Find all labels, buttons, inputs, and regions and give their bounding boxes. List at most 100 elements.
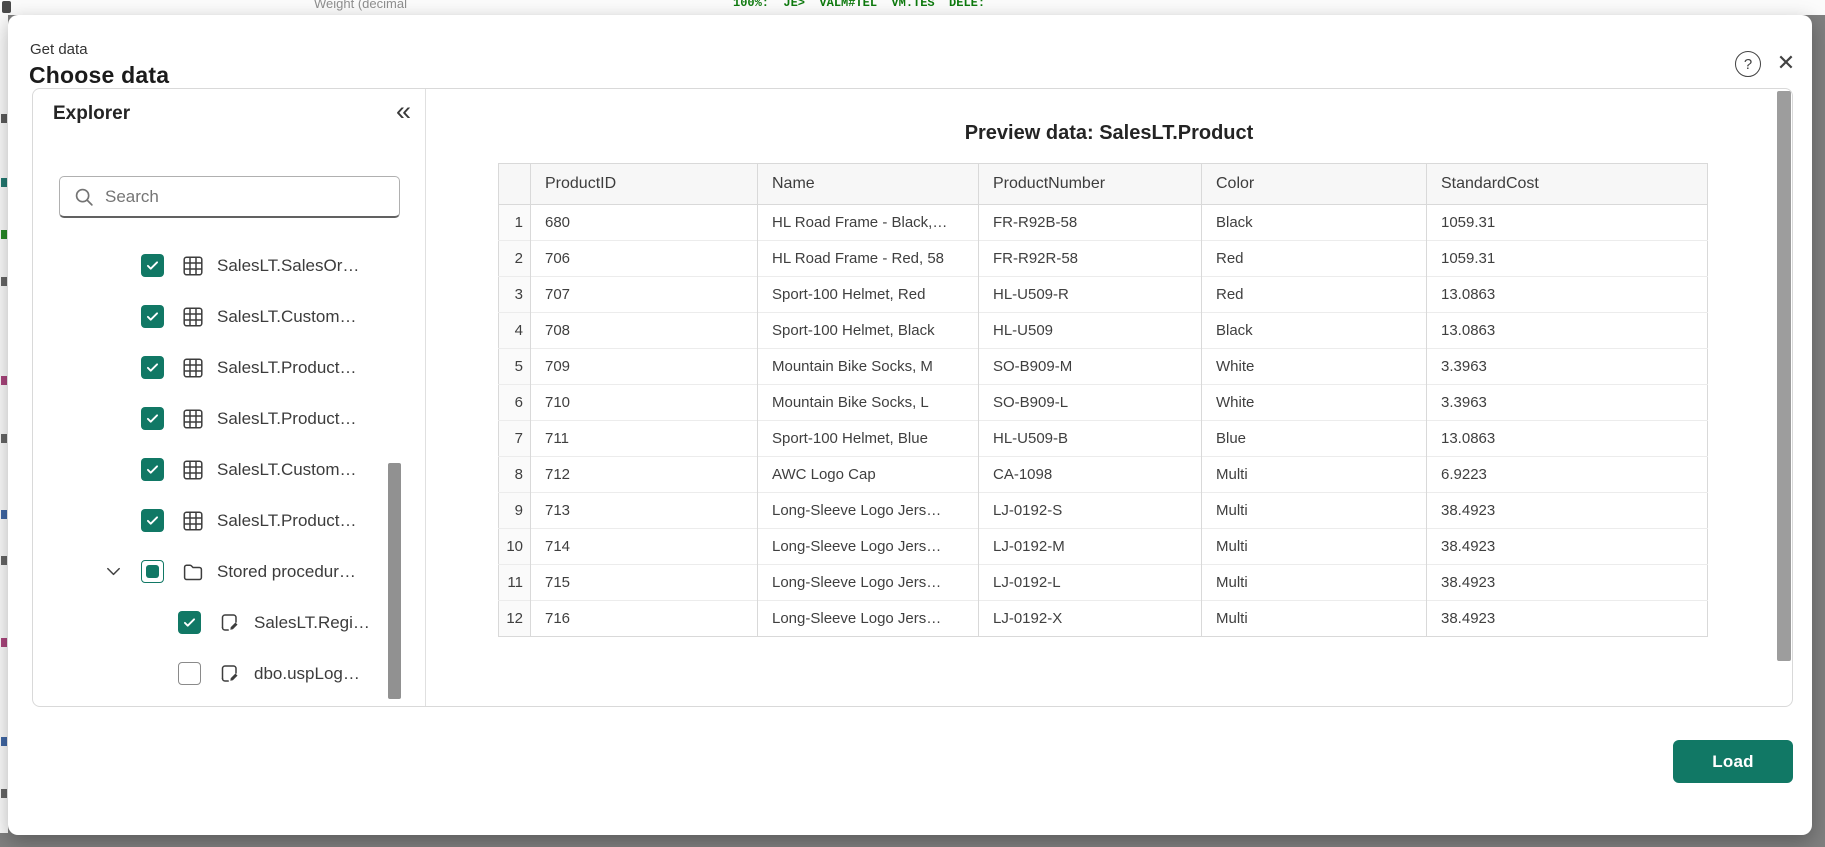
search-input[interactable] — [105, 186, 389, 207]
table-icon — [181, 458, 205, 482]
cell-productid: 708 — [530, 312, 758, 349]
item-checkbox[interactable] — [141, 560, 164, 583]
tree-item[interactable]: Stored procedur… — [33, 546, 407, 597]
preview-table-body: 1 680 HL Road Frame - Black,… FR-R92B-58… — [498, 204, 1708, 637]
item-checkbox[interactable] — [141, 305, 164, 328]
cell-color: White — [1201, 348, 1427, 385]
help-icon: ? — [1743, 55, 1753, 73]
tree-item[interactable]: SalesLT.SalesOr… — [33, 240, 407, 291]
row-number-cell: 3 — [498, 276, 531, 313]
column-header-productid: ProductID — [530, 163, 758, 205]
tree-item-label: SalesLT.Product… — [217, 510, 357, 530]
table-row: 7 711 Sport-100 Helmet, Blue HL-U509-B B… — [498, 420, 1708, 457]
chevron-down-icon[interactable] — [104, 562, 123, 581]
cell-productnumber: FR-R92R-58 — [978, 240, 1202, 277]
cell-color: Black — [1201, 312, 1427, 349]
explorer-tree: SalesLT.SalesOr… SalesLT.Custom… — [33, 240, 407, 699]
cell-color: Multi — [1201, 600, 1427, 637]
cell-color: Black — [1201, 204, 1427, 241]
column-header-rownum — [498, 163, 531, 205]
tree-item[interactable]: SalesLT.Product… — [33, 495, 407, 546]
cell-name: Mountain Bike Socks, L — [757, 384, 979, 421]
table-row: 11 715 Long-Sleeve Logo Jers… LJ-0192-L … — [498, 564, 1708, 601]
cell-color: Red — [1201, 276, 1427, 313]
checkmark-icon — [146, 312, 159, 321]
background-code-marks — [0, 15, 8, 833]
row-number-cell: 2 — [498, 240, 531, 277]
item-checkbox[interactable] — [141, 254, 164, 277]
background-app-top-strip: Weight (decimal 100%: JE> VALM#TEL VM.TES… — [0, 0, 1825, 15]
cell-standardcost: 38.4923 — [1426, 492, 1708, 529]
table-row: 10 714 Long-Sleeve Logo Jers… LJ-0192-M … — [498, 528, 1708, 565]
help-button[interactable]: ? — [1735, 51, 1761, 77]
cell-name: AWC Logo Cap — [757, 456, 979, 493]
cell-productid: 680 — [530, 204, 758, 241]
item-checkbox[interactable] — [141, 407, 164, 430]
cell-productnumber: HL-U509-B — [978, 420, 1202, 457]
search-icon — [75, 188, 93, 206]
cell-standardcost: 1059.31 — [1426, 240, 1708, 277]
tree-item-label: SalesLT.Custom… — [217, 306, 357, 326]
cell-productnumber: CA-1098 — [978, 456, 1202, 493]
collapse-panel-button[interactable]: « — [396, 95, 411, 127]
cell-productid: 714 — [530, 528, 758, 565]
row-number-cell: 11 — [498, 564, 531, 601]
close-button[interactable]: ✕ — [1771, 48, 1801, 78]
column-header-color: Color — [1201, 163, 1427, 205]
double-chevron-left-icon: « — [395, 96, 411, 126]
cell-name: Long-Sleeve Logo Jers… — [757, 600, 979, 637]
tree-item[interactable]: SalesLT.Product… — [33, 393, 407, 444]
dialog-eyebrow: Get data — [30, 41, 88, 58]
cell-productid: 709 — [530, 348, 758, 385]
item-checkbox[interactable] — [141, 458, 164, 481]
tree-item[interactable]: SalesLT.Custom… — [33, 444, 407, 495]
cell-productid: 706 — [530, 240, 758, 277]
explorer-title: Explorer — [53, 103, 131, 124]
cell-productnumber: LJ-0192-L — [978, 564, 1202, 601]
cell-color: Multi — [1201, 564, 1427, 601]
explorer-panel: Explorer « — [33, 89, 426, 706]
cell-standardcost: 6.9223 — [1426, 456, 1708, 493]
choose-data-card: Explorer « — [32, 88, 1793, 707]
stored-procedure-icon — [218, 662, 242, 686]
tree-item[interactable]: SalesLT.Regi… — [33, 597, 407, 648]
chevron-slot — [104, 562, 141, 581]
checkmark-icon — [146, 516, 159, 525]
cell-name: Sport-100 Helmet, Blue — [757, 420, 979, 457]
load-button[interactable]: Load — [1673, 740, 1793, 783]
item-checkbox[interactable] — [178, 611, 201, 634]
checkmark-icon — [146, 363, 159, 372]
tree-item-label: dbo.uspLog… — [254, 663, 360, 683]
tree-item[interactable]: SalesLT.Custom… — [33, 291, 407, 342]
cell-productnumber: SO-B909-L — [978, 384, 1202, 421]
explorer-scrollbar-thumb[interactable] — [388, 463, 401, 699]
item-checkbox[interactable] — [141, 356, 164, 379]
cell-name: HL Road Frame - Red, 58 — [757, 240, 979, 277]
cell-standardcost: 38.4923 — [1426, 564, 1708, 601]
preview-table: ProductID Name ProductNumber Color Stand… — [498, 163, 1708, 637]
cell-productid: 715 — [530, 564, 758, 601]
cell-productid: 712 — [530, 456, 758, 493]
tree-item[interactable]: dbo.uspLog… — [33, 648, 407, 699]
search-box[interactable] — [59, 176, 400, 218]
cell-color: Multi — [1201, 456, 1427, 493]
cell-standardcost: 3.3963 — [1426, 348, 1708, 385]
row-number-cell: 12 — [498, 600, 531, 637]
get-data-dialog: Get data Choose data ? ✕ Explorer « — [8, 15, 1812, 835]
cell-standardcost: 38.4923 — [1426, 528, 1708, 565]
table-header-row: ProductID Name ProductNumber Color Stand… — [498, 163, 1708, 205]
checkmark-icon — [146, 261, 159, 270]
cell-productid: 713 — [530, 492, 758, 529]
cell-name: Long-Sleeve Logo Jers… — [757, 528, 979, 565]
table-row: 4 708 Sport-100 Helmet, Black HL-U509 Bl… — [498, 312, 1708, 349]
preview-scrollbar-thumb[interactable] — [1777, 91, 1791, 661]
cell-productid: 716 — [530, 600, 758, 637]
row-number-cell: 4 — [498, 312, 531, 349]
item-checkbox[interactable] — [141, 509, 164, 532]
table-icon — [181, 305, 205, 329]
column-header-standardcost: StandardCost — [1426, 163, 1708, 205]
item-checkbox[interactable] — [178, 662, 201, 685]
table-row: 12 716 Long-Sleeve Logo Jers… LJ-0192-X … — [498, 600, 1708, 637]
tree-item[interactable]: SalesLT.Product… — [33, 342, 407, 393]
cell-name: Long-Sleeve Logo Jers… — [757, 492, 979, 529]
